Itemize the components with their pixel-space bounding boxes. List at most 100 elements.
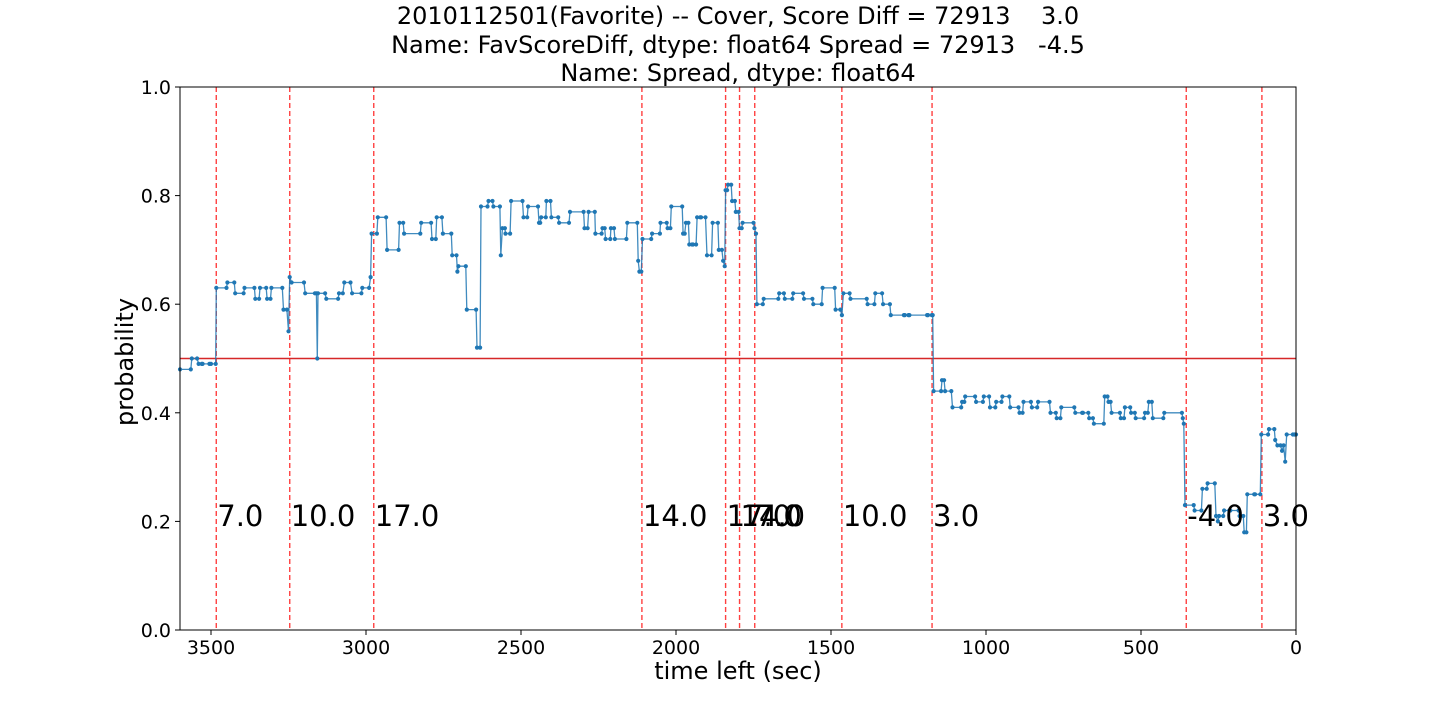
data-point-283 [1212,481,1217,486]
data-point-26 [281,307,286,312]
data-point-119 [625,220,630,225]
data-point-203 [925,313,931,318]
data-point-105 [582,226,587,231]
data-point-127 [657,231,663,236]
data-point-298 [1253,492,1258,497]
data-point-165 [751,220,756,225]
data-point-219 [980,399,986,404]
data-point-182 [820,285,825,290]
data-point-25 [280,285,285,290]
data-point-150 [716,247,721,252]
data-point-89 [521,215,526,220]
data-point-192 [872,302,877,307]
data-point-115 [608,226,614,231]
data-point-10 [214,285,219,290]
data-point-260 [1122,405,1127,410]
data-point-240 [1054,416,1059,421]
data-point-213 [959,405,964,410]
data-point-18 [253,296,258,301]
plot-frame [179,86,1297,631]
data-point-148 [710,220,715,225]
data-point-183 [832,285,837,290]
data-point-79 [490,198,495,204]
data-point-241 [1058,416,1063,421]
event-lines [215,87,1263,630]
data-point-247 [1086,410,1091,415]
data-point-109 [593,231,598,236]
data-point-42 [342,280,347,285]
data-point-173 [781,291,787,296]
data-point-52 [384,215,389,220]
data-point-118 [624,236,629,242]
data-point-40 [336,291,342,296]
y-tick-label-5: 1.0 [141,77,171,99]
data-point-95 [539,215,544,220]
data-point-302 [1266,427,1272,432]
data-point-293 [1241,513,1246,519]
data-point-292 [1237,513,1242,519]
data-point-258 [1118,416,1123,421]
data-point-303 [1272,427,1277,432]
data-point-275 [1181,421,1186,426]
data-point-8 [208,361,214,366]
data-point-54 [396,247,401,252]
data-point-145 [703,215,708,220]
data-point-187 [841,291,846,296]
data-point-104 [581,209,586,214]
data-point-140 [690,242,696,247]
data-point-269 [1149,399,1154,404]
data-point-151 [719,247,725,252]
data-point-242 [1059,405,1064,410]
data-point-20 [257,285,263,290]
data-point-193 [873,291,878,296]
data-point-141 [694,242,699,247]
data-point-97 [544,198,549,204]
series-layer [177,182,1299,535]
data-point-178 [801,296,807,301]
data-point-67 [450,253,455,258]
data-point-186 [839,313,845,318]
data-point-132 [669,204,674,209]
data-point-228 [1008,405,1013,410]
data-point-284 [1213,513,1219,519]
data-point-236 [1036,399,1041,404]
data-point-210 [943,389,948,394]
data-point-58 [418,231,423,236]
data-point-49 [369,231,374,236]
data-point-257 [1117,410,1122,415]
data-point-92 [535,204,541,209]
x-axis-ticks: 3500 3000 2500 2000 1500 1000 500 0 [187,630,1302,659]
data-point-261 [1128,405,1133,410]
data-point-212 [950,405,955,410]
data-point-65 [440,231,445,236]
data-point-276 [1182,503,1188,508]
data-point-223 [993,405,998,410]
data-point-253 [1105,394,1110,399]
data-point-64 [439,215,444,220]
data-point-50 [374,231,379,236]
data-point-191 [865,302,870,307]
y-tick-label-2: 0.4 [141,403,171,425]
event-label-2: 17.0 [375,499,440,533]
data-point-263 [1132,410,1137,415]
data-point-215 [962,399,967,404]
data-point-101 [557,220,562,225]
data-point-307 [1279,448,1285,453]
title-line-2: Name: FavScoreDiff, dtype: float64 Sprea… [391,30,1085,59]
y-tick-label-0: 0.0 [141,620,171,642]
data-point-94 [538,220,543,225]
data-point-232 [1021,399,1026,404]
y-tick-label-4: 0.8 [141,186,171,208]
data-point-4 [196,361,201,366]
data-point-227 [1007,394,1012,399]
data-point-59 [419,220,424,225]
data-point-120 [635,220,640,225]
data-point-189 [848,296,853,301]
data-point-53 [385,247,390,252]
data-point-164 [740,220,745,225]
data-point-217 [973,394,978,399]
data-point-72 [464,307,469,312]
x-axis-label: time left (sec) [654,657,822,685]
data-point-234 [1029,405,1034,410]
data-point-256 [1109,410,1114,415]
